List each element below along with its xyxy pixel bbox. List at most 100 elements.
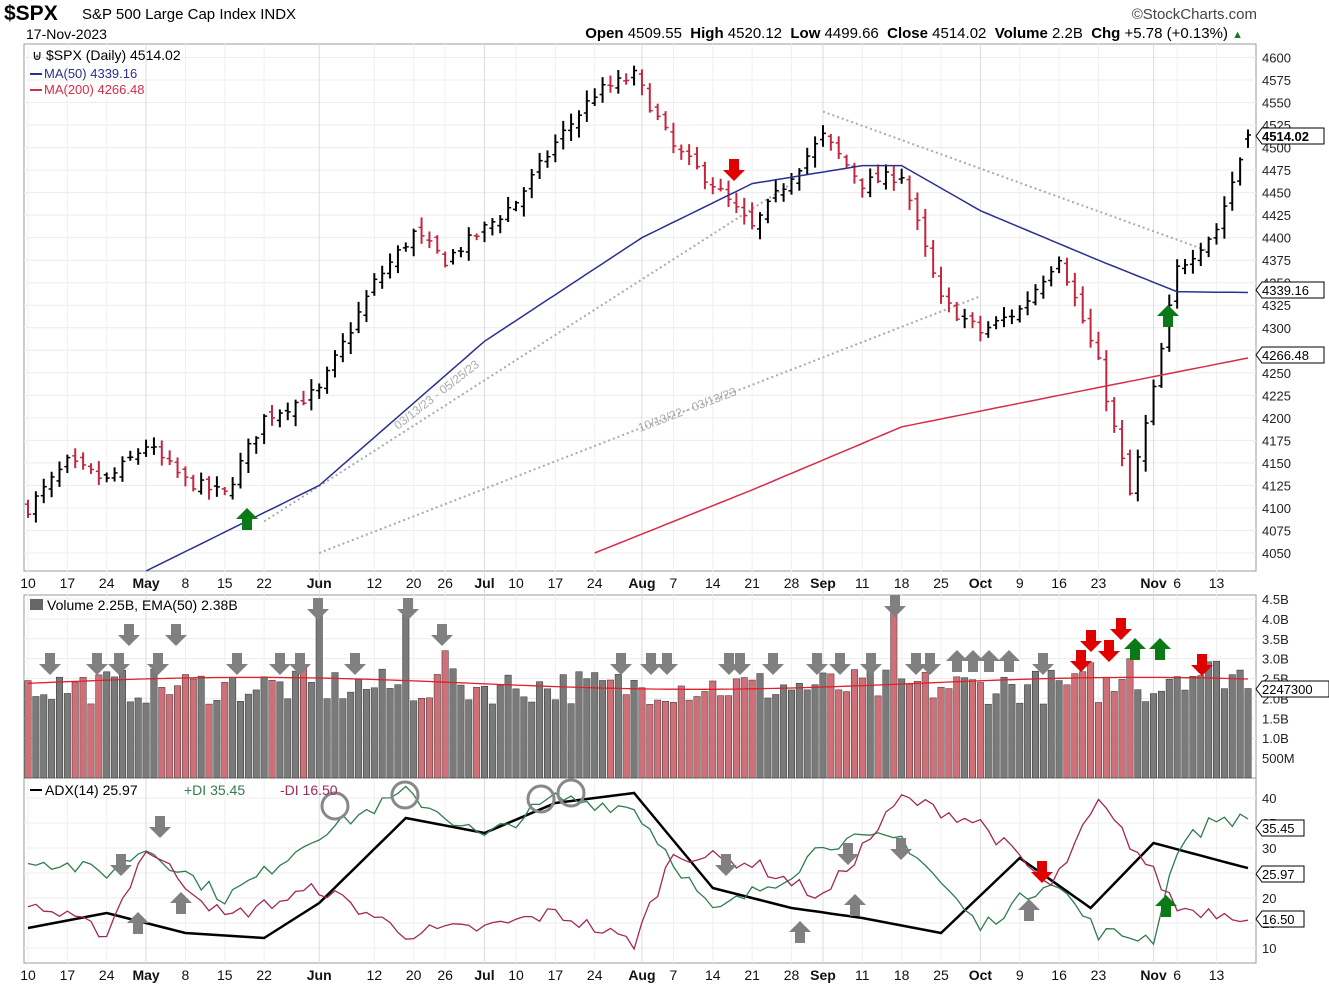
date-tick-label: 18: [894, 575, 910, 591]
volume-bar: [174, 685, 182, 779]
price-panel[interactable]: [23, 43, 1257, 572]
volume-bar: [819, 672, 827, 779]
price-tick-label: 4400: [1262, 231, 1291, 246]
volume-bar: [693, 696, 701, 779]
volume-bar: [662, 700, 670, 779]
volume-bar: [307, 682, 315, 779]
gray-down-arrow-icon: [86, 653, 108, 675]
adx-panel[interactable]: [23, 777, 1257, 964]
adx-legend: ADX(14) 25.97: [45, 782, 138, 798]
date-tick-label: 20: [406, 967, 422, 983]
volume-bar: [725, 695, 732, 779]
volume-bar: [284, 698, 292, 779]
volume-bar: [1008, 684, 1016, 779]
volume-bar: [1032, 670, 1039, 779]
adx-tag-text: 25.97: [1262, 867, 1295, 882]
volume-bar: [520, 696, 528, 779]
open-label: Open: [585, 25, 624, 42]
volume-bar: [221, 682, 229, 779]
volume-bar: [134, 697, 142, 779]
date-tick-label: 24: [99, 575, 115, 591]
volume-bar: [213, 700, 221, 779]
volume-bar: [528, 701, 536, 779]
volume-bar: [1197, 675, 1205, 779]
gray-down-arrow-icon: [806, 653, 828, 675]
price-tick-label: 4125: [1262, 478, 1291, 493]
price-tick-label: 4100: [1262, 501, 1291, 516]
gray-up-arrow-icon: [844, 894, 866, 916]
price-tick-label: 4325: [1262, 298, 1291, 313]
volume-bar: [111, 676, 119, 779]
volume-bar: [1228, 674, 1236, 779]
date-tick-label: 26: [437, 575, 453, 591]
trendline: [822, 110, 1209, 253]
volume-bar: [386, 688, 394, 779]
volume-bar: [1000, 676, 1008, 779]
mdi-tag-text: 16.50: [1262, 912, 1295, 927]
price-tick-label: 4600: [1262, 51, 1291, 66]
gray-down-arrow-icon: [610, 653, 632, 675]
volume-bar: [913, 680, 921, 779]
volume-bar: [1094, 702, 1102, 779]
index-name: S&P 500 Large Cap Index: [82, 6, 257, 23]
date-tick-label: 15: [217, 575, 233, 591]
price-tick-label: 4150: [1262, 456, 1291, 471]
date-tick-label: Sep: [810, 575, 836, 591]
volume-bar: [331, 672, 339, 779]
volume-bar: [1213, 660, 1220, 779]
moving-averages: [145, 164, 1249, 572]
volume-bar: [118, 670, 126, 779]
date-tick-label: 8: [182, 967, 190, 983]
volume-bar: [843, 691, 851, 779]
volume-bar: [1173, 676, 1181, 779]
volume-bar: [95, 674, 103, 779]
adx-tick-label: 10: [1262, 941, 1276, 956]
volume-bar: [992, 693, 1000, 779]
gray-up-arrow-icon: [127, 912, 149, 934]
volume-bar: [559, 674, 567, 779]
high-label: High: [690, 25, 724, 42]
volume-bar: [866, 670, 874, 779]
price-tick-label: 4575: [1262, 73, 1291, 88]
volume-bar: [355, 679, 363, 779]
volume-bar: [795, 682, 803, 779]
volume-bar: [1039, 703, 1047, 779]
volume-bar: [512, 688, 520, 779]
date-tick-label: 24: [99, 967, 115, 983]
price-tick-label: 4175: [1262, 433, 1291, 448]
volume-bar: [300, 668, 307, 779]
date-tick-label: 22: [256, 575, 272, 591]
date-tick-label: Jun: [307, 575, 332, 591]
volume-bar: [976, 682, 984, 779]
date-tick-label: 28: [784, 967, 800, 983]
gray-down-arrow-icon: [1032, 653, 1054, 675]
volume-bar: [756, 673, 764, 779]
date-tick-label: 14: [705, 575, 721, 591]
volume-bar: [850, 669, 858, 779]
date-tick-label: 24: [587, 967, 603, 983]
gray-down-arrow-icon: [829, 653, 851, 675]
chg-value: +5.78 (+0.13%): [1124, 25, 1228, 42]
volume-bar: [48, 699, 56, 779]
volume-bar: [40, 694, 48, 779]
volume-bar: [394, 684, 402, 779]
price-tick-label: 4425: [1262, 208, 1291, 223]
date-tick-label: 10: [20, 967, 36, 983]
volume-bar: [1150, 693, 1158, 779]
date-tick-label: 18: [894, 967, 910, 983]
volume-bar: [803, 689, 811, 779]
volume-bar: [1181, 689, 1189, 779]
volume-bar: [882, 669, 890, 779]
gray-down-arrow-icon: [165, 624, 187, 646]
date-tick-label: 17: [60, 967, 76, 983]
volume-bar: [378, 668, 386, 779]
source-credit[interactable]: ©StockCharts.com: [1131, 6, 1257, 23]
mdi-legend: -DI 16.50: [280, 782, 338, 798]
gray-down-arrow-icon: [269, 653, 291, 675]
gray-up-arrow-icon: [978, 650, 1000, 672]
volume-bar: [418, 698, 426, 779]
gray-down-arrow-icon: [837, 843, 859, 865]
volume-bar: [362, 689, 370, 779]
volume-bar: [488, 703, 496, 779]
